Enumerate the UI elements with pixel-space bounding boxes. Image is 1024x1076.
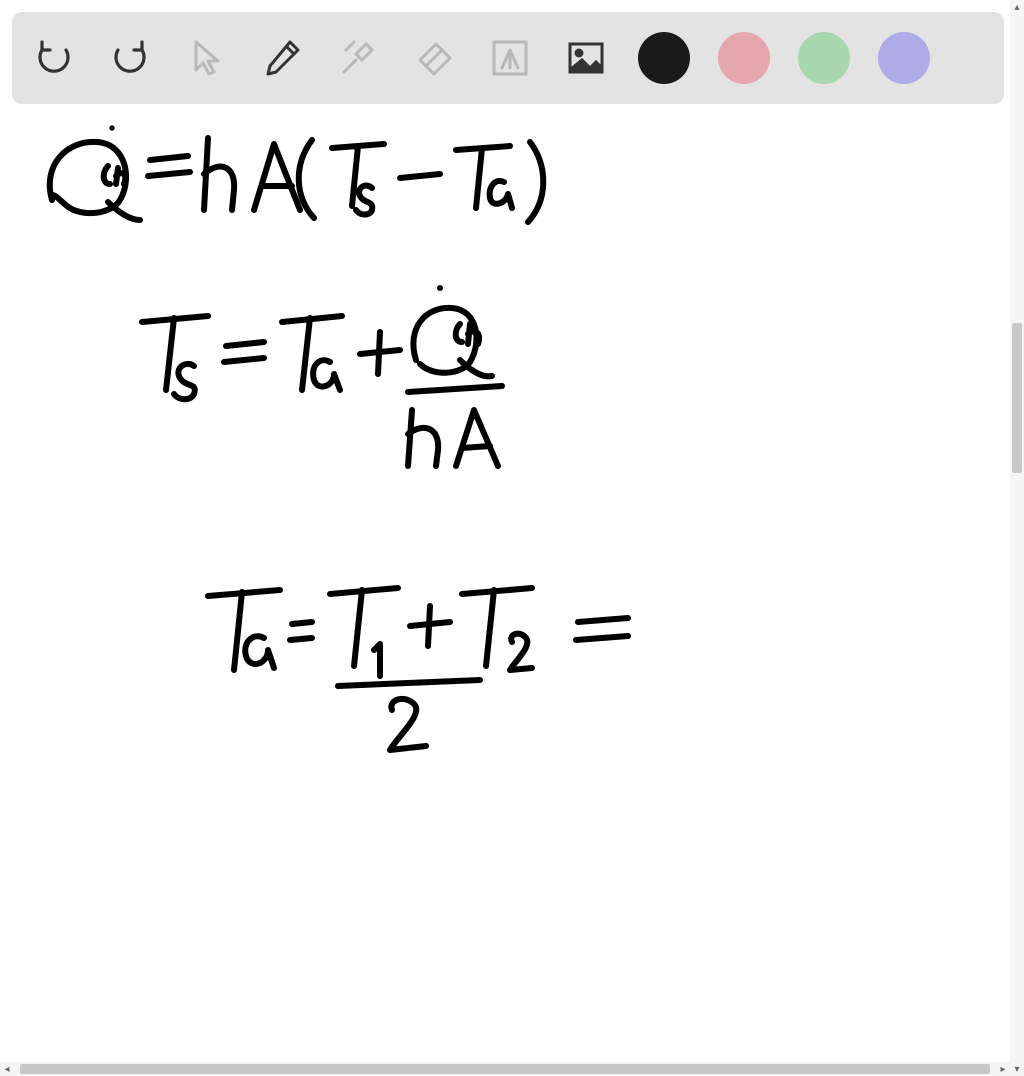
eraser-button[interactable] (410, 34, 458, 82)
pencil-icon (260, 36, 304, 80)
equation-line-3 (208, 588, 628, 750)
scroll-right-arrow-icon[interactable]: ▸ (996, 1062, 1010, 1076)
whiteboard-app: ▴ ▾ ◂ ▸ (0, 0, 1024, 1076)
tools-button[interactable] (334, 34, 382, 82)
handwriting-ink (12, 110, 1012, 1060)
image-icon (564, 36, 608, 80)
horizontal-scroll-thumb[interactable] (20, 1064, 990, 1074)
redo-icon (108, 36, 152, 80)
scroll-down-arrow-icon[interactable]: ▾ (1010, 1062, 1024, 1076)
vertical-scroll-thumb[interactable] (1012, 323, 1022, 474)
undo-button[interactable] (30, 34, 78, 82)
eraser-icon (412, 36, 456, 80)
text-box-icon (488, 36, 532, 80)
color-swatch-green[interactable] (798, 32, 850, 84)
undo-icon (32, 36, 76, 80)
drawing-canvas[interactable] (12, 110, 1004, 1058)
equation-line-1 (50, 125, 543, 222)
scroll-up-arrow-icon[interactable]: ▴ (1010, 0, 1024, 14)
horizontal-scrollbar[interactable]: ◂ ▸ (0, 1062, 1010, 1076)
vertical-scrollbar[interactable]: ▴ ▾ (1010, 0, 1024, 1076)
color-swatch-black[interactable] (638, 32, 690, 84)
color-swatch-purple[interactable] (878, 32, 930, 84)
pointer-icon (184, 36, 228, 80)
text-button[interactable] (486, 34, 534, 82)
pointer-button[interactable] (182, 34, 230, 82)
wrench-icon (336, 36, 380, 80)
pencil-button[interactable] (258, 34, 306, 82)
redo-button[interactable] (106, 34, 154, 82)
toolbar (12, 12, 1004, 104)
image-button[interactable] (562, 34, 610, 82)
color-swatch-pink[interactable] (718, 32, 770, 84)
equation-line-2 (142, 285, 502, 466)
scroll-left-arrow-icon[interactable]: ◂ (0, 1062, 14, 1076)
